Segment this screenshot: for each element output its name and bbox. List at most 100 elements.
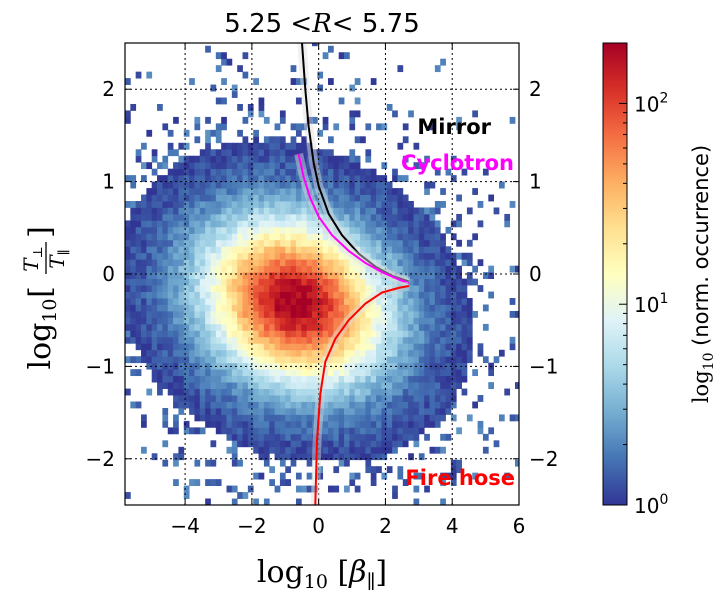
heatmap-cell: [189, 239, 195, 247]
heatmap-cell: [221, 278, 227, 286]
heatmap-cell: [237, 103, 243, 111]
heatmap-cell: [365, 220, 372, 228]
heatmap-cell: [477, 220, 484, 228]
heatmap-cell: [199, 395, 206, 402]
heatmap-cell: [306, 201, 313, 208]
heatmap-cell: [365, 175, 372, 182]
heatmap-cell: [258, 265, 265, 273]
heatmap-cell: [418, 472, 425, 480]
heatmap-cell: [295, 362, 302, 370]
heatmap-cell: [263, 239, 270, 247]
heatmap-cell: [295, 252, 302, 260]
heatmap-cell: [215, 207, 222, 215]
heatmap-cell: [461, 356, 468, 364]
heatmap-cell: [365, 285, 372, 292]
heatmap-cell: [231, 220, 238, 228]
heatmap-cell: [322, 420, 329, 428]
heatmap-cell: [205, 278, 211, 286]
heatmap-cell: [215, 97, 222, 105]
heatmap-cell: [231, 349, 238, 357]
heatmap-cell: [349, 323, 356, 331]
heatmap-cell: [237, 226, 243, 234]
heatmap-cell: [402, 310, 409, 318]
heatmap-cell: [381, 472, 388, 480]
heatmap-cell: [231, 485, 238, 493]
heatmap-cell: [344, 446, 350, 454]
heatmap-cell: [162, 330, 169, 338]
heatmap-cell: [263, 226, 270, 234]
heatmap-cell: [279, 194, 286, 202]
heatmap-cell: [333, 336, 340, 344]
heatmap-cell: [322, 453, 329, 461]
heatmap-cell: [247, 401, 254, 409]
heatmap-cell: [365, 336, 372, 344]
heatmap-cell: [306, 155, 313, 163]
title-condition: <R<: [282, 9, 362, 39]
heatmap-cell: [370, 433, 377, 441]
heatmap-cell: [397, 201, 404, 208]
heatmap-cell: [381, 420, 388, 428]
heatmap-cell: [354, 369, 361, 377]
heatmap-cell: [263, 162, 270, 170]
heatmap-cell: [413, 233, 420, 241]
heatmap-cell: [392, 226, 398, 234]
heatmap-cell: [365, 466, 372, 474]
heatmap-cell: [466, 272, 473, 280]
heatmap-cell: [360, 201, 366, 208]
heatmap-cell: [397, 272, 404, 280]
heatmap-cell: [317, 336, 324, 344]
heatmap-cell: [338, 440, 345, 448]
heatmap-cell: [135, 401, 142, 409]
heatmap-cell: [440, 291, 446, 299]
heatmap-cell: [151, 226, 158, 234]
heatmap-cell: [199, 317, 206, 325]
heatmap-cell: [178, 291, 185, 299]
heatmap-cell: [253, 433, 259, 441]
heatmap-cell: [221, 252, 227, 260]
heatmap-cell: [258, 317, 265, 325]
heatmap-cell: [306, 356, 313, 364]
heatmap-cell: [269, 162, 275, 170]
heatmap-cell: [333, 188, 340, 195]
heatmap-cell: [440, 246, 446, 254]
heatmap-cell: [344, 194, 350, 202]
heatmap-cell: [386, 201, 393, 208]
heatmap-cell: [322, 291, 329, 299]
heatmap-cell: [183, 420, 190, 428]
heatmap-cell: [221, 246, 227, 254]
heatmap-cell: [269, 265, 275, 273]
heatmap-cell: [194, 388, 201, 396]
heatmap-cell: [322, 369, 329, 377]
heatmap-cell: [189, 304, 195, 312]
heatmap-cell: [194, 259, 201, 267]
heatmap-cell: [247, 298, 254, 305]
heatmap-cell: [189, 401, 195, 409]
heatmap-cell: [183, 207, 190, 215]
heatmap-cell: [306, 259, 313, 267]
heatmap-cell: [231, 175, 238, 182]
heatmap-cell: [194, 239, 201, 247]
heatmap-cell: [317, 181, 324, 189]
heatmap-cell: [194, 414, 201, 422]
heatmap-cell: [349, 194, 356, 202]
heatmap-cell: [221, 382, 227, 389]
heatmap-cell: [408, 349, 414, 357]
heatmap-cell: [392, 233, 398, 241]
heatmap-cell: [322, 336, 329, 344]
heatmap-cell: [344, 343, 350, 351]
heatmap-cell: [514, 265, 519, 273]
heatmap-cell: [397, 194, 404, 202]
heatmap-cell: [456, 298, 462, 305]
heatmap-cell: [215, 285, 222, 292]
heatmap-cell: [269, 168, 275, 176]
heatmap-cell: [146, 213, 153, 221]
heatmap-cell: [354, 420, 361, 428]
heatmap-cell: [253, 78, 259, 85]
heatmap-cell: [482, 433, 489, 441]
heatmap-cell: [226, 213, 233, 221]
heatmap-cell: [189, 168, 195, 176]
heatmap-cell: [290, 213, 297, 221]
heatmap-cell: [440, 239, 446, 247]
heatmap-cell: [306, 213, 313, 221]
heatmap-cell: [301, 446, 308, 454]
